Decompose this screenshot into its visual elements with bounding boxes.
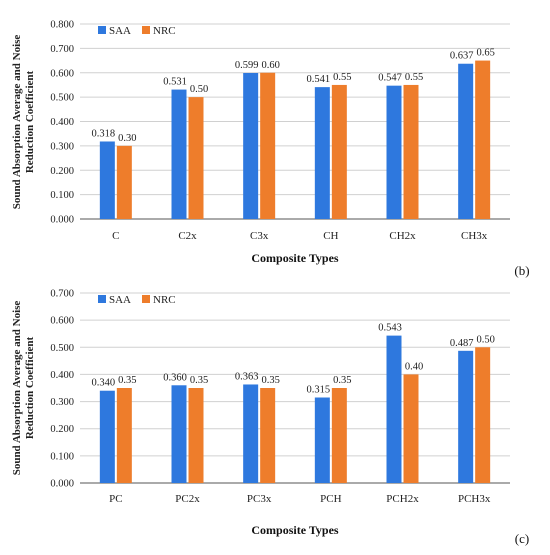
chart-b-bar-nrc [188,97,204,219]
chart-b-bar-nrc [403,84,419,219]
chart-c-bar-saa [314,397,330,483]
chart-c-category-label: PCH [320,493,341,505]
chart-b-y-tick-label: 0.400 [50,117,74,128]
chart-b-y-tick-label: 0.000 [50,215,74,226]
chart-c-data-label: 0.40 [405,361,423,372]
chart-b-data-label: 0.599 [235,60,259,71]
chart-b-y-tick-label: 0.600 [50,68,74,79]
chart-b-data-label: 0.30 [118,133,136,144]
chart-c-bar-saa [386,335,402,483]
chart-c-y-tick-label: 0.500 [50,343,74,354]
chart-b-bar-nrc [331,84,347,219]
chart-c-y-tick-label: 0.700 [50,289,74,300]
chart-b-bar-nrc [260,72,276,219]
chart-b-data-label: 0.531 [163,77,187,88]
chart-b-bar-saa [99,141,115,219]
chart-b-bar-saa [386,85,402,219]
chart-c-y-tick-label: 0.200 [50,424,74,435]
chart-c-bar-nrc [331,388,347,483]
chart-b-bar-nrc [475,60,491,219]
chart-b-y-tick-label: 0.100 [50,190,74,201]
chart-b-category-label: CH [323,230,338,242]
chart-c-data-label: 0.35 [261,375,279,386]
chart-c-data-label: 0.340 [92,378,116,389]
chart-b-data-label: 0.65 [476,48,494,59]
chart-c-data-label: 0.487 [450,338,474,349]
chart-c-y-axis-label-line: Reduction Coefficient [24,336,36,439]
chart-b-x-axis-label: Composite Types [251,251,339,265]
chart-b-bar-saa [314,87,330,219]
chart-c-bar-nrc [403,374,419,483]
chart-c-data-label: 0.35 [118,375,136,386]
chart-b-data-label: 0.50 [190,84,208,95]
chart-c-bar-nrc [475,347,491,483]
chart-b-data-label: 0.55 [333,72,351,83]
chart-c-y-tick-label: 0.100 [50,451,74,462]
chart-c-y-tick-label: 0.600 [50,316,74,327]
chart-c-data-label: 0.35 [190,375,208,386]
chart-c-category-label: PCH3x [458,493,491,505]
chart-b-legend-swatch-nrc [142,26,150,34]
chart-b-bar-saa [243,72,259,220]
chart-c-y-axis-label: Sound Absorption Average and NoiseReduct… [11,301,36,476]
chart-b-legend-label-nrc: NRC [153,25,176,37]
chart-b-category-label: C [112,230,119,242]
chart-b-y-tick-label: 0.700 [50,44,74,55]
chart-b-data-label: 0.55 [405,72,423,83]
chart-b-category-label: C3x [250,230,269,242]
chart-b-y-axis-label-line: Reduction Coefficient [24,70,36,173]
chart-b-data-label: 0.60 [261,60,279,71]
chart-c-legend-label-saa: SAA [109,294,131,306]
chart-c-bar-saa [99,390,115,483]
chart-c-category-label: PC2x [175,493,200,505]
chart-c-legend-swatch-nrc [142,295,150,303]
chart-b-category-label: C2x [178,230,197,242]
chart-b-y-axis-label: Sound Absorption Average and NoiseReduct… [11,35,36,210]
chart-b-y-tick-label: 0.200 [50,166,74,177]
chart-c-category-label: PC [109,493,122,505]
chart-b-category-label: CH2x [389,230,416,242]
chart-c-y-tick-label: 0.000 [50,479,74,490]
chart-b-legend-label-saa: SAA [109,25,131,37]
chart-b-bar-saa [458,63,474,220]
chart-c-data-label: 0.35 [333,375,351,386]
chart-c-category-label: PCH2x [386,493,419,505]
chart-c-bar-saa [171,385,187,483]
chart-c-bar-nrc [188,388,204,483]
chart-c-bar-nrc [260,388,276,483]
chart-c-bar-nrc [116,388,132,483]
chart-b-data-label: 0.318 [92,128,116,139]
chart-c-legend-label-nrc: NRC [153,294,176,306]
chart-b-data-label: 0.541 [307,74,331,85]
chart-c-y-tick-label: 0.300 [50,397,74,408]
chart-b-panel-label: (b) [514,263,529,278]
chart-c-y-tick-label: 0.400 [50,370,74,381]
chart-c-y-axis-label-line: Sound Absorption Average and Noise [11,301,23,476]
chart-b-data-label: 0.637 [450,51,474,62]
chart-b-bar-nrc [116,145,132,219]
chart-b-y-axis-label-line: Sound Absorption Average and Noise [11,35,23,210]
chart-b-y-tick-label: 0.500 [50,93,74,104]
chart-c-x-axis-label: Composite Types [251,523,339,537]
chart-c-bar-saa [243,384,259,483]
chart-c-data-label: 0.315 [307,385,331,396]
chart-b-category-label: CH3x [461,230,488,242]
chart-b-bar-saa [171,89,187,219]
chart-b-data-label: 0.547 [378,73,402,84]
chart-b-legend-swatch-saa [98,26,106,34]
chart-c-data-label: 0.50 [476,334,494,345]
chart-c-panel-label: (c) [515,531,529,546]
chart-b-y-tick-label: 0.300 [50,141,74,152]
chart-c-data-label: 0.360 [163,372,187,383]
chart-c-data-label: 0.543 [378,323,402,334]
chart-b-y-tick-label: 0.800 [50,20,74,31]
chart-c-bar-saa [458,350,474,483]
chart-c-data-label: 0.363 [235,371,259,382]
chart-c-legend-swatch-saa [98,295,106,303]
chart-c-category-label: PC3x [247,493,272,505]
